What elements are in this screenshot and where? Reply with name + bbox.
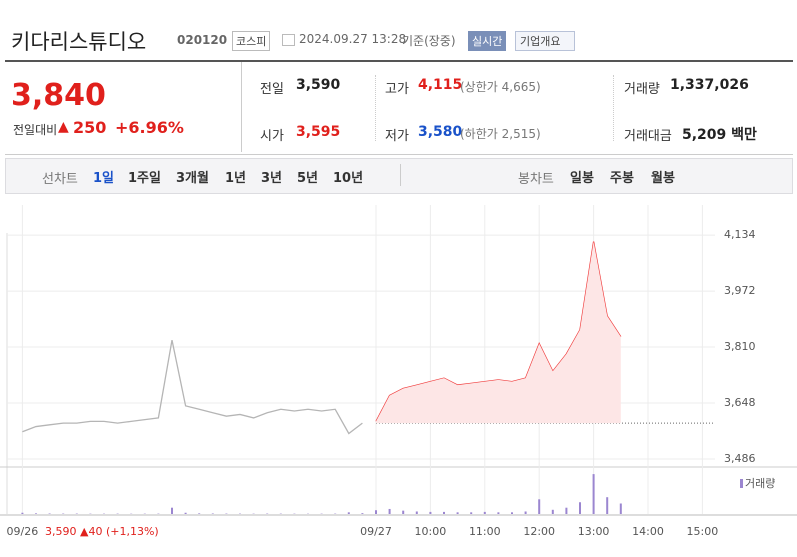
candle-tab[interactable]: 월봉 (651, 171, 675, 186)
x-tick-label: 15:00 (687, 525, 719, 538)
volume-bar (415, 511, 418, 514)
stat-value: 5,209 백만 (682, 127, 757, 143)
price-area (376, 241, 621, 424)
volume-bar (35, 513, 37, 514)
volume-bar (551, 509, 554, 514)
stat-extra: (하한가 2,515) (460, 127, 541, 141)
volume-bar (388, 508, 391, 514)
up-arrow: ▲ (58, 119, 69, 135)
change: 250 (73, 118, 107, 137)
stat-value: 3,590 (296, 77, 341, 93)
volume-bar (402, 510, 405, 514)
period-tab[interactable]: 10년 (333, 171, 364, 186)
volume-bar (606, 497, 609, 514)
change-pct: +6.96% (115, 118, 184, 137)
stat-label: 저가 (385, 129, 409, 144)
volume-bar (211, 513, 214, 514)
price: 3,840 (11, 78, 106, 113)
tab-group-label: 봉차트 (518, 172, 554, 187)
y-tick-label: 3,972 (724, 284, 756, 297)
candle-tab[interactable]: 주봉 (610, 171, 634, 186)
volume-bar (429, 511, 432, 514)
stat-label: 거래량 (624, 82, 660, 97)
stat-value: 3,595 (296, 124, 341, 140)
volume-bar (511, 512, 513, 514)
volume-bar (198, 513, 201, 514)
y-tick-label: 3,810 (724, 340, 756, 353)
candle-tab[interactable]: 일봉 (570, 171, 594, 186)
x-tick-label: 12:00 (523, 525, 555, 538)
stat-label: 시가 (260, 129, 284, 144)
volume-bar (21, 512, 24, 514)
stat-label: 거래대금 (624, 129, 672, 144)
period-tab[interactable]: 3년 (261, 171, 283, 186)
volume-bar (347, 512, 350, 514)
period-tab[interactable]: 5년 (297, 171, 319, 186)
volume-bar (524, 511, 527, 514)
period-tab[interactable]: 1년 (225, 171, 247, 186)
stat-label: 고가 (385, 82, 409, 97)
volume-legend: 거래량 (745, 477, 775, 490)
legend-swatch (740, 479, 743, 488)
stock-code: 020120 (177, 33, 228, 47)
divider (400, 164, 401, 186)
divider (241, 62, 242, 152)
change-label: 전일대비 (13, 123, 58, 137)
divider (375, 75, 377, 141)
x-tick-label: 10:00 (415, 525, 447, 538)
x-tick-label: 09/26 (7, 525, 39, 538)
x-tick-label: 14:00 (632, 525, 664, 538)
volume-bar (48, 513, 51, 514)
stat-value: 4,115 (418, 77, 463, 93)
period-tab[interactable]: 3개월 (176, 171, 209, 186)
price-line (22, 340, 363, 435)
volume-bar (443, 511, 445, 514)
volume-bar (497, 512, 500, 514)
period-tab[interactable]: 1주일 (128, 171, 161, 186)
stock-name: 키다리스튜디오 (11, 30, 147, 54)
volume-bar (565, 507, 568, 514)
divider (613, 75, 615, 141)
prev-close-label: 3,590 ▲40 (+1,13%) (45, 525, 159, 538)
volume-bar (579, 502, 581, 514)
summary-box (5, 60, 793, 155)
stat-label: 전일 (260, 82, 284, 97)
period-tab[interactable]: 1일 (93, 171, 115, 186)
volume-bar (470, 512, 473, 514)
y-tick-label: 3,486 (724, 452, 756, 465)
datetime: 2024.09.27 13:28 (299, 32, 407, 46)
stat-value: 3,580 (418, 124, 463, 140)
volume-bar (171, 507, 173, 514)
tab-group-label: 선차트 (42, 172, 78, 187)
volume-bar (456, 512, 459, 514)
volume-bar (619, 503, 622, 514)
company-button[interactable]: 기업개요 (515, 31, 576, 51)
realtime-badge[interactable]: 실시간 (468, 31, 507, 51)
volume-bar (538, 499, 541, 514)
volume-bar (361, 513, 364, 514)
market-badge: 코스피 (232, 31, 271, 51)
tab-bar (5, 158, 793, 194)
stat-value: 1,337,026 (670, 77, 749, 93)
volume-bar (375, 510, 377, 514)
calendar-icon (282, 34, 295, 46)
volume-bar (184, 512, 187, 514)
x-tick-label: 13:00 (578, 525, 610, 538)
x-tick-label: 11:00 (469, 525, 501, 538)
x-tick-label: 09/27 (360, 525, 392, 538)
chart: 4,134 3,972 3,810 3,648 3,486 15:00 14:00 13:00… (0, 205, 797, 538)
volume-bar (592, 474, 595, 514)
basis: 기준(장중) (402, 34, 456, 48)
y-tick-label: 3,648 (724, 396, 756, 409)
stat-extra: (상한가 4,665) (460, 80, 541, 94)
volume-bar (483, 511, 486, 514)
y-tick-label: 4,134 (724, 228, 756, 241)
